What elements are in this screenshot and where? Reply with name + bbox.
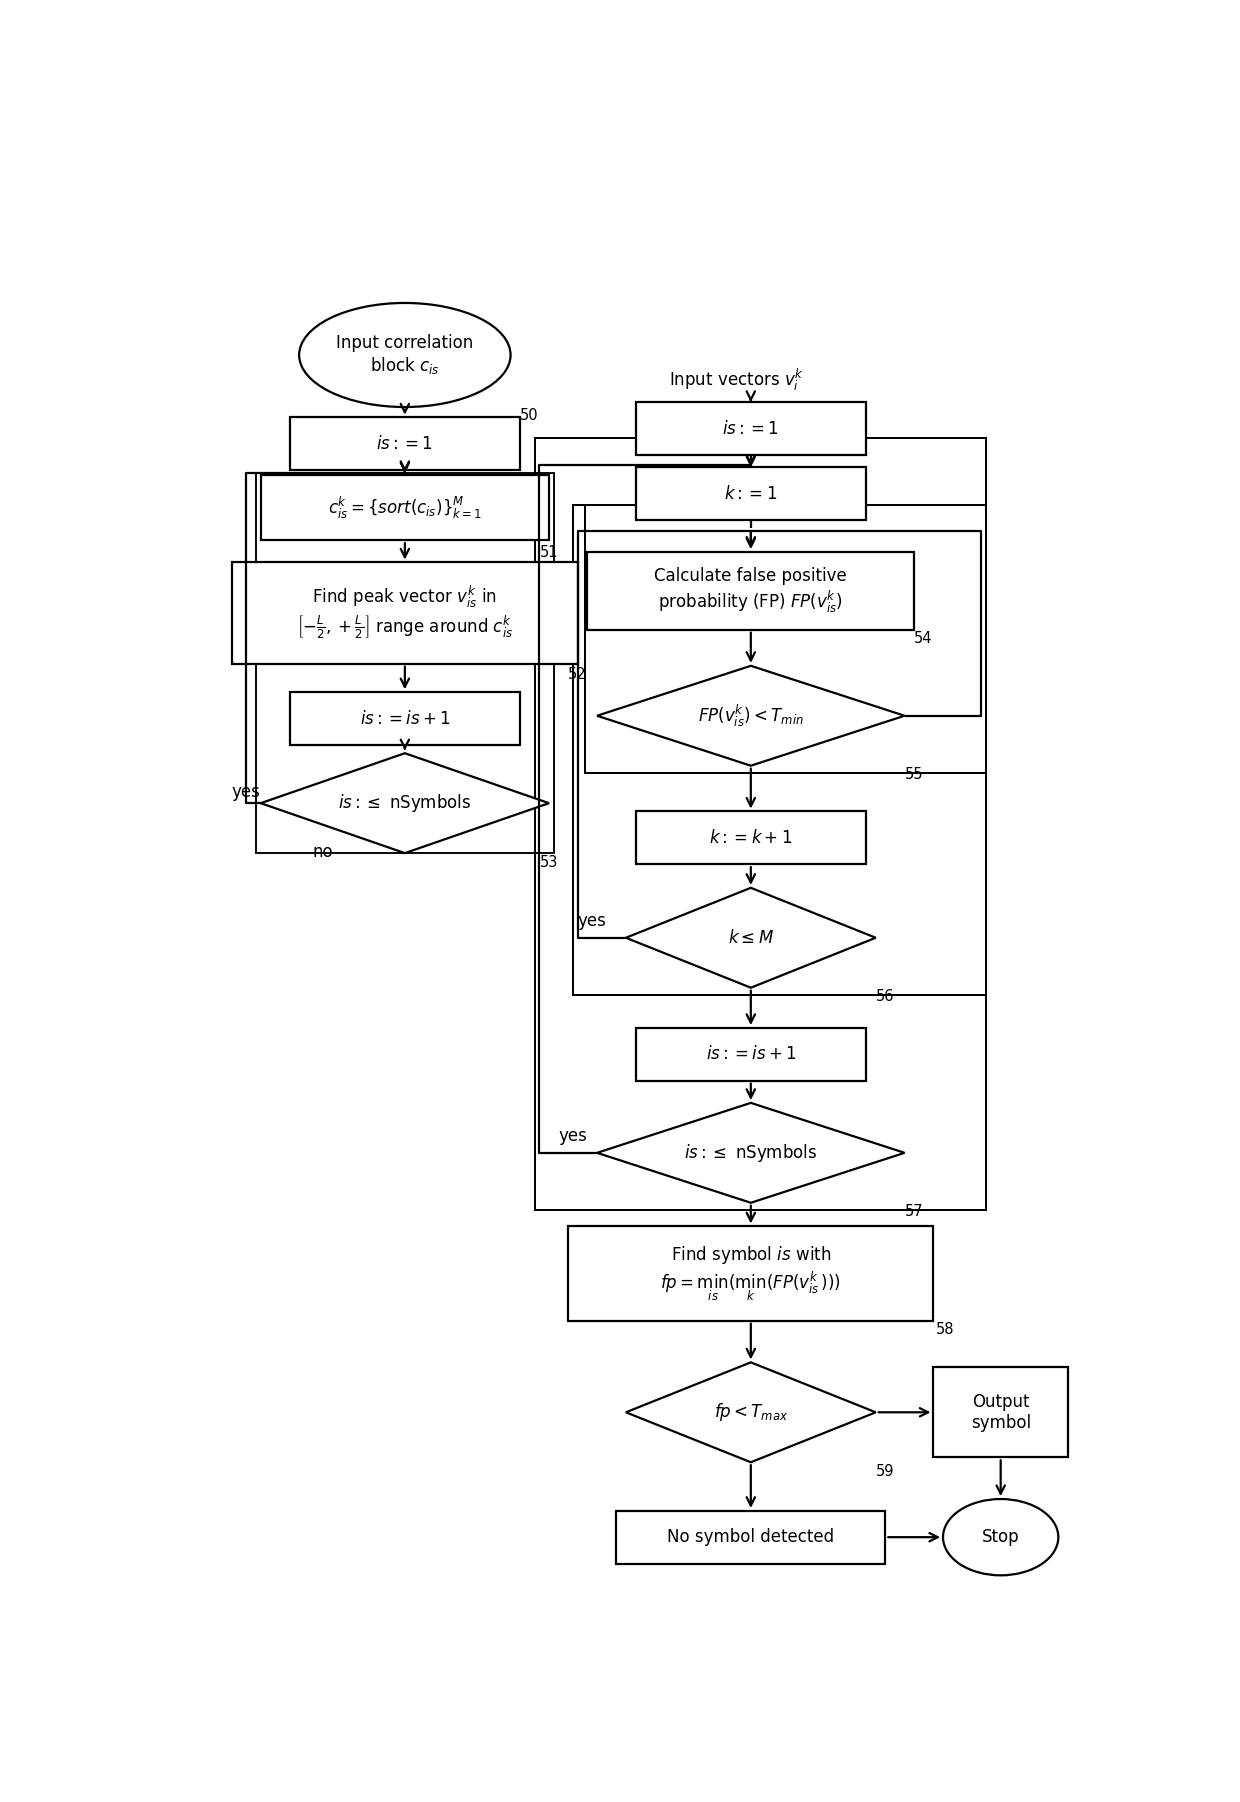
Polygon shape — [626, 888, 875, 987]
Text: $is:=is+1$: $is:=is+1$ — [360, 710, 450, 728]
Polygon shape — [596, 665, 905, 766]
Text: 58: 58 — [936, 1323, 955, 1337]
Text: 55: 55 — [905, 768, 923, 782]
Text: $k\leq M$: $k\leq M$ — [728, 928, 774, 946]
Text: Find symbol $is$ with
$fp=\min_{is}(\min_k(FP(v_{is}^{k})))$: Find symbol $is$ with $fp=\min_{is}(\min… — [661, 1243, 841, 1303]
Text: $c_{is}^{k}=\{sort(c_{is})\}_{k=1}^{M}$: $c_{is}^{k}=\{sort(c_{is})\}_{k=1}^{M}$ — [327, 494, 482, 521]
FancyBboxPatch shape — [934, 1368, 1068, 1458]
FancyBboxPatch shape — [232, 562, 578, 663]
Text: $FP(v_{is}^{k})<T_{min}$: $FP(v_{is}^{k})<T_{min}$ — [698, 703, 804, 728]
FancyBboxPatch shape — [290, 692, 521, 744]
Text: No symbol detected: No symbol detected — [667, 1528, 835, 1546]
FancyBboxPatch shape — [588, 551, 914, 629]
Ellipse shape — [299, 303, 511, 407]
Text: 59: 59 — [875, 1463, 894, 1479]
Text: 56: 56 — [875, 989, 894, 1004]
FancyBboxPatch shape — [290, 418, 521, 470]
Text: Input vectors $v_i^{k}$: Input vectors $v_i^{k}$ — [670, 368, 804, 393]
Text: Stop: Stop — [982, 1528, 1019, 1546]
Text: Input correlation
block $c_{is}$: Input correlation block $c_{is}$ — [336, 333, 474, 377]
FancyBboxPatch shape — [616, 1510, 885, 1564]
Text: $is:\leq$ nSymbols: $is:\leq$ nSymbols — [339, 793, 471, 815]
Text: no: no — [312, 843, 334, 861]
Text: $k:=1$: $k:=1$ — [724, 485, 777, 503]
Text: $k:=k+1$: $k:=k+1$ — [709, 829, 792, 847]
Ellipse shape — [942, 1499, 1058, 1575]
FancyBboxPatch shape — [635, 402, 866, 454]
Text: $is:=1$: $is:=1$ — [377, 434, 433, 452]
Text: $fp<T_{max}$: $fp<T_{max}$ — [713, 1402, 789, 1424]
Text: yes: yes — [232, 784, 260, 802]
Text: $is:=1$: $is:=1$ — [723, 420, 779, 438]
FancyBboxPatch shape — [260, 476, 549, 541]
FancyBboxPatch shape — [635, 811, 866, 865]
Text: 57: 57 — [905, 1204, 924, 1220]
Text: yes: yes — [578, 912, 606, 930]
Text: Output
symbol: Output symbol — [971, 1393, 1030, 1433]
Text: Find peak vector $v_{is}^{k}$ in
$\left[-\frac{L}{2},+\frac{L}{2}\right]$ range : Find peak vector $v_{is}^{k}$ in $\left[… — [296, 584, 513, 642]
Text: Calculate false positive
probability (FP) $FP(v_{is}^{k})$: Calculate false positive probability (FP… — [655, 568, 847, 614]
Polygon shape — [626, 1362, 875, 1461]
Polygon shape — [260, 753, 549, 852]
Text: 54: 54 — [914, 631, 932, 647]
FancyBboxPatch shape — [568, 1227, 934, 1321]
Text: $is:=is+1$: $is:=is+1$ — [706, 1045, 796, 1063]
Text: 50: 50 — [521, 407, 539, 423]
FancyBboxPatch shape — [635, 467, 866, 521]
Polygon shape — [596, 1103, 905, 1202]
FancyBboxPatch shape — [635, 1027, 866, 1081]
Text: 52: 52 — [568, 667, 587, 683]
Text: 51: 51 — [539, 544, 558, 560]
Text: yes: yes — [558, 1128, 588, 1146]
Text: $is:\leq$ nSymbols: $is:\leq$ nSymbols — [684, 1142, 817, 1164]
Text: 53: 53 — [539, 854, 558, 870]
